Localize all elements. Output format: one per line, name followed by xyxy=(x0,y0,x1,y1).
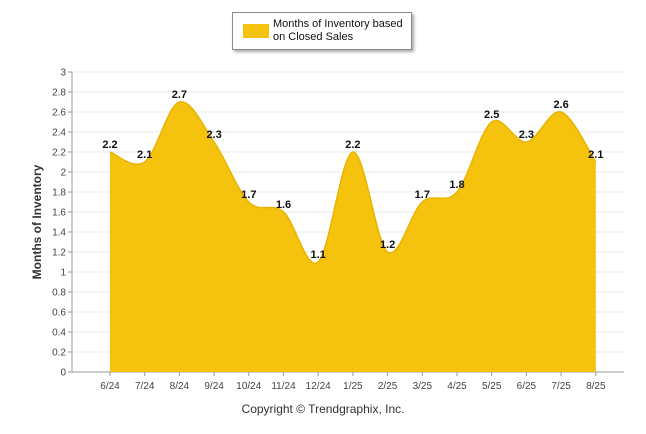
data-label: 1.6 xyxy=(276,199,291,211)
data-label: 1.7 xyxy=(241,189,256,201)
chart-legend: Months of Inventory based on Closed Sale… xyxy=(232,12,412,50)
y-tick-label: 2.8 xyxy=(52,88,66,99)
y-tick-label: 1.6 xyxy=(52,208,66,219)
data-label: 1.2 xyxy=(380,239,395,251)
x-tick-label: 9/24 xyxy=(204,381,224,392)
legend-swatch xyxy=(243,24,269,38)
data-label: 2.3 xyxy=(519,129,534,141)
legend-label: Months of Inventory based on Closed Sale… xyxy=(273,18,403,43)
x-tick-label: 10/24 xyxy=(236,381,261,392)
data-label: 1.7 xyxy=(415,189,430,201)
y-axis-title: Months of Inventory xyxy=(30,164,44,280)
data-label: 2.3 xyxy=(206,129,221,141)
y-tick-label: 2 xyxy=(60,168,66,179)
data-label: 1.1 xyxy=(311,249,326,261)
data-label: 2.7 xyxy=(172,89,187,101)
data-label: 2.2 xyxy=(345,139,360,151)
x-tick-label: 11/24 xyxy=(271,381,296,392)
y-tick-label: 1.4 xyxy=(52,228,66,239)
y-tick-label: 2.2 xyxy=(52,148,66,159)
x-tick-label: 8/25 xyxy=(586,381,606,392)
y-tick-label: 0.8 xyxy=(52,288,66,299)
y-tick-label: 0.6 xyxy=(52,308,66,319)
x-tick-label: 2/25 xyxy=(378,381,398,392)
x-tick-label: 7/25 xyxy=(551,381,571,392)
data-label: 2.2 xyxy=(102,139,117,151)
data-label: 2.5 xyxy=(484,109,499,121)
x-tick-label: 7/24 xyxy=(135,381,155,392)
y-tick-label: 1.8 xyxy=(52,188,66,199)
x-tick-label: 3/25 xyxy=(413,381,433,392)
x-tick-label: 1/25 xyxy=(343,381,363,392)
x-tick-label: 5/25 xyxy=(482,381,502,392)
data-label: 2.1 xyxy=(137,149,152,161)
y-tick-label: 2.4 xyxy=(52,128,66,139)
x-tick-label: 6/25 xyxy=(517,381,537,392)
x-tick-label: 12/24 xyxy=(306,381,331,392)
copyright-footer: Copyright © Trendgraphix, Inc. xyxy=(241,402,405,416)
y-tick-label: 0.4 xyxy=(52,328,66,339)
y-tick-label: 0 xyxy=(60,368,66,379)
x-tick-label: 4/25 xyxy=(447,381,467,392)
x-tick-label: 6/24 xyxy=(100,381,120,392)
data-label: 2.1 xyxy=(588,149,603,161)
y-tick-label: 1 xyxy=(60,268,66,279)
data-label: 1.8 xyxy=(449,179,464,191)
y-tick-label: 2.6 xyxy=(52,108,66,119)
y-tick-label: 3 xyxy=(60,68,66,79)
y-tick-label: 0.2 xyxy=(52,348,66,359)
data-label: 2.6 xyxy=(553,99,568,111)
y-tick-label: 1.2 xyxy=(52,248,66,259)
series-area xyxy=(110,101,596,372)
series-line xyxy=(109,101,597,265)
x-tick-label: 8/24 xyxy=(170,381,190,392)
